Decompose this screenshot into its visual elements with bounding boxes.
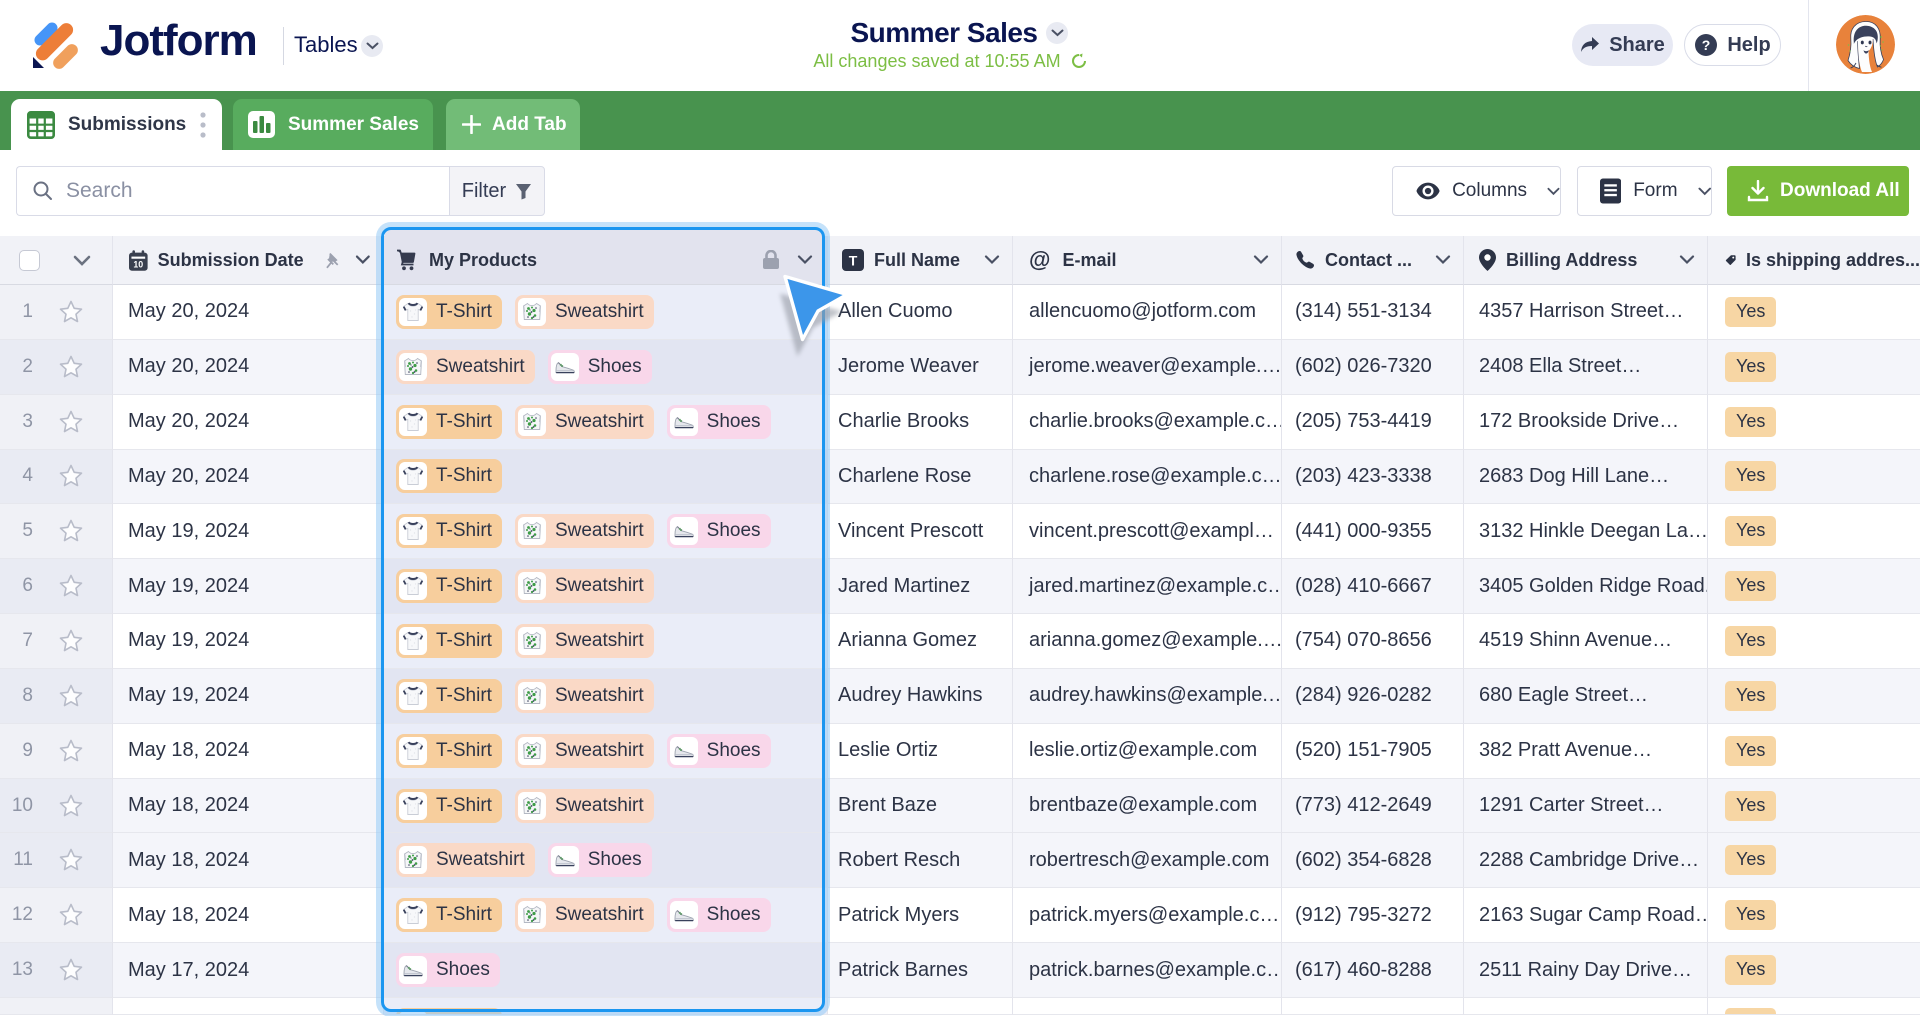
svg-text:?: ? — [1702, 37, 1711, 53]
svg-text:T: T — [849, 253, 858, 269]
svg-text:10: 10 — [133, 259, 143, 269]
